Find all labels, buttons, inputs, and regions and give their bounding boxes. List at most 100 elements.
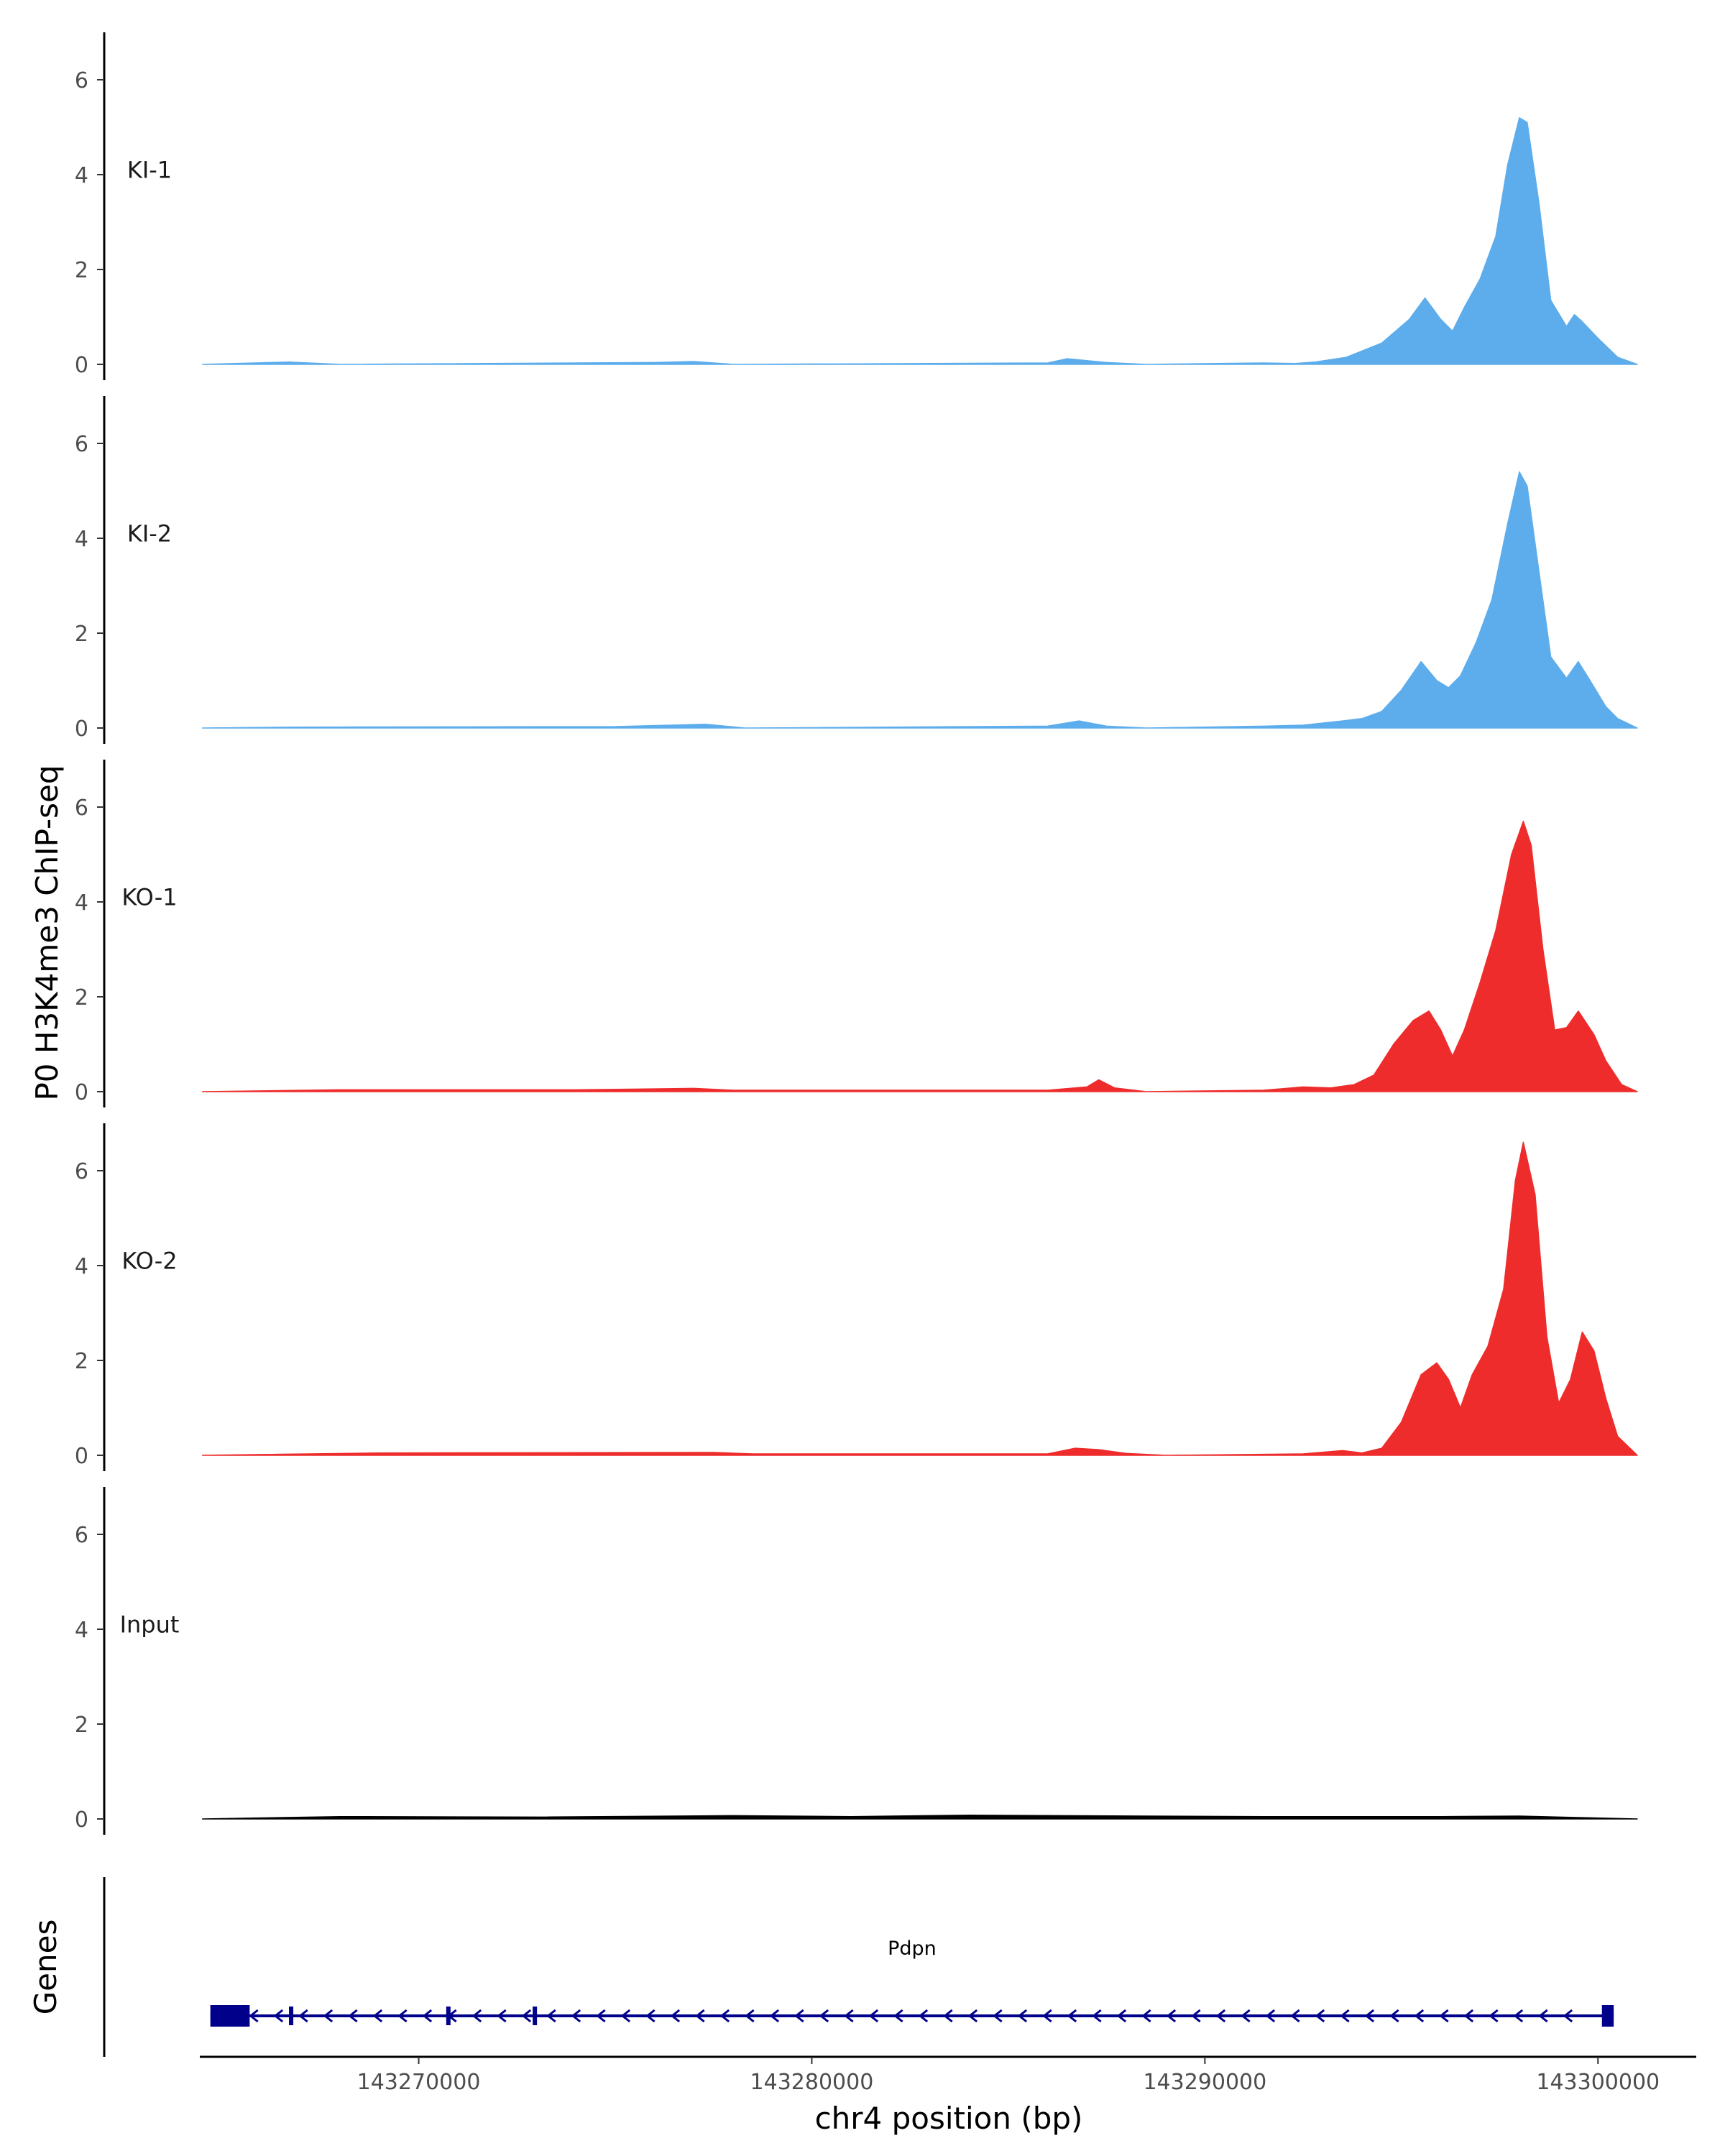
strand-arrow [645,2009,656,2023]
strand-arrow [348,2009,358,2023]
strand-arrow [571,2009,581,2023]
strand-arrow [1513,2009,1524,2023]
y-tick-label: 6 [75,68,88,93]
signal-area-input [201,1814,1638,1820]
y-axis-title: P0 H3K4me3 ChIP-seq [29,765,65,1100]
strand-arrow [596,2009,606,2023]
y-tick-label: 2 [75,622,88,647]
y-tick-label: 6 [75,796,88,821]
gene-exon [210,2005,250,2027]
strand-arrow [1340,2009,1350,2023]
strand-arrow [967,2009,978,2023]
strand-arrow [1315,2009,1325,2023]
strand-arrow [1241,2009,1251,2023]
track-ki-2: 0 2 4 6 KI-2 [75,396,1638,744]
x-tick-label: 143280000 [750,2070,874,2095]
signal-area-ko-2 [201,1141,1638,1456]
strand-arrow [893,2009,903,2023]
strand-arrow [719,2009,730,2023]
strand-arrow [1092,2009,1102,2023]
strand-arrow [249,2009,259,2023]
y-tick-label: 2 [75,1713,88,1738]
track-label: KI-2 [127,520,172,547]
strand-arrow [422,2009,433,2023]
y-tick-label: 0 [75,1807,88,1833]
strand-arrow [472,2009,482,2023]
gene-exon [533,2007,538,2025]
y-tick-label: 4 [75,1254,88,1279]
strand-arrow [1463,2009,1474,2023]
strand-arrow [1017,2009,1028,2023]
strand-arrow [918,2009,929,2023]
strand-arrow [546,2009,556,2023]
track-ko-2: 0 2 4 6 KO-2 [75,1123,1638,1471]
strand-arrow [372,2009,383,2023]
strand-arrow [497,2009,507,2023]
x-tick-label: 143290000 [1143,2070,1266,2095]
y-tick-label: 4 [75,890,88,916]
track-label: KI-1 [127,156,172,183]
genes-panel-title: Genes [28,1920,63,2015]
x-axis: 143270000 143280000 143290000 143300000 [200,2055,1696,2095]
strand-arrow [844,2009,854,2023]
strand-arrow [1290,2009,1300,2023]
x-axis-title: chr4 position (bp) [815,2101,1083,2136]
strand-arrow [273,2009,284,2023]
strand-arrow [1439,2009,1449,2023]
track-ko-1: 0 2 4 6 KO-1 [75,760,1638,1107]
y-tick-label: 0 [75,1444,88,1469]
strand-arrow [1191,2009,1201,2023]
strand-arrow [1389,2009,1399,2023]
strand-arrow [1265,2009,1276,2023]
strand-arrow [1166,2009,1177,2023]
strand-arrow [1042,2009,1052,2023]
strand-arrow [695,2009,705,2023]
y-tick-label: 6 [75,432,88,457]
gene-label: Pdpn [888,1938,937,1960]
track-ki-1: 0 2 4 6 KI-1 [75,32,1638,380]
strand-arrow [1215,2009,1226,2023]
x-tick-label: 143300000 [1536,2070,1660,2095]
strand-arrow [1563,2009,1573,2023]
signal-area-ko-1 [201,821,1638,1092]
strand-arrow [769,2009,780,2023]
y-tick-label: 4 [75,163,88,188]
y-tick-label: 0 [75,353,88,378]
strand-arrow [745,2009,755,2023]
track-input: 0 2 4 6 Input [75,1487,1638,1835]
gene-exon [289,2007,294,2025]
strand-arrow [868,2009,879,2023]
track-label: KO-1 [121,883,177,911]
y-tick-label: 2 [75,258,88,283]
strand-arrow [819,2009,829,2023]
strand-arrow [943,2009,953,2023]
strand-arrow [1116,2009,1127,2023]
strand-arrow [397,2009,408,2023]
strand-arrow [1364,2009,1375,2023]
strand-arrow [1414,2009,1425,2023]
y-tick-label: 2 [75,1349,88,1374]
y-tick-label: 4 [75,527,88,552]
gene-exon [1601,2005,1614,2027]
genes-panel: Genes Pdpn [28,1877,1614,2057]
y-tick-label: 0 [75,1080,88,1105]
y-tick-label: 0 [75,717,88,742]
strand-arrow [620,2009,631,2023]
strand-arrow [993,2009,1003,2023]
strand-arrow [670,2009,681,2023]
signal-area-ki-1 [201,117,1638,365]
track-label: Input [120,1611,180,1638]
x-tick-label: 143270000 [357,2070,481,2095]
strand-arrow [794,2009,804,2023]
strand-arrow [1141,2009,1151,2023]
strand-arrow [1489,2009,1499,2023]
strand-arrow [521,2009,532,2023]
y-tick-label: 2 [75,985,88,1010]
y-tick-label: 6 [75,1523,88,1548]
strand-arrows [249,2009,1573,2023]
strand-arrow [1067,2009,1077,2023]
strand-arrow [1538,2009,1548,2023]
signal-area-ki-2 [201,471,1638,729]
strand-arrow [298,2009,308,2023]
